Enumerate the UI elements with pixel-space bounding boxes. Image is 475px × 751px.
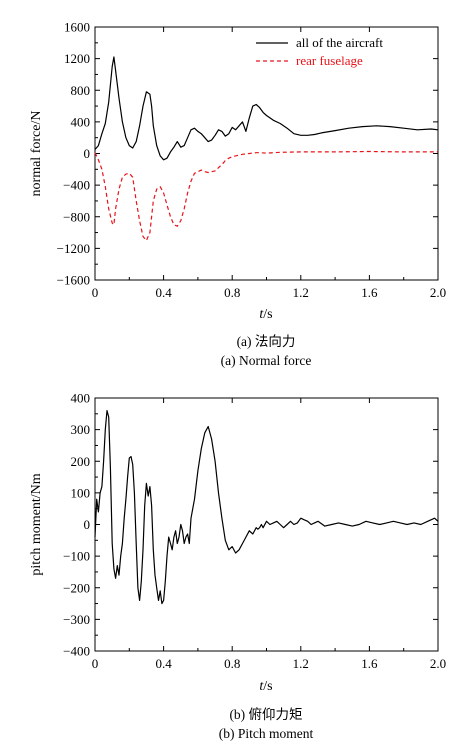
series-line-all-of-the-aircraft bbox=[94, 56, 439, 161]
y-tick-label: −400 bbox=[63, 644, 90, 659]
x-tick-label: 0.8 bbox=[224, 656, 240, 671]
normal-force-chart: 0 0.4 0.8 1.2 1.6 2.0 1600 1200 800 400 0 −400 −800 −… bbox=[29, 20, 446, 369]
y-tick-label: 800 bbox=[71, 83, 91, 98]
y-axis-label: normal force/N bbox=[29, 111, 44, 197]
pitch-moment-chart: 0 0.4 0.8 1.2 1.6 2.0 400 300 200 100 0 −100 −200 −30… bbox=[29, 391, 446, 742]
x-tick-label: 2.0 bbox=[430, 285, 446, 300]
y-tick-label: 200 bbox=[71, 454, 91, 469]
y-tick-label: −400 bbox=[63, 178, 90, 193]
plot-frame bbox=[94, 397, 439, 652]
y-tick-label: 0 bbox=[84, 146, 91, 161]
plot-frame bbox=[94, 26, 439, 281]
y-tick-label: −300 bbox=[63, 612, 90, 627]
legend-label-all-aircraft: all of the aircraft bbox=[296, 35, 383, 50]
x-axis-label-unit: /s bbox=[263, 307, 272, 322]
chart-marks: 0 0.4 0.8 1.2 1.6 2.0 1600 1200 800 400 0 −400 −800 −… bbox=[57, 20, 446, 301]
legend-label-rear-fuselage: rear fuselage bbox=[296, 53, 363, 68]
series-line-rear-fuselage bbox=[94, 150, 438, 242]
y-tick-label: −100 bbox=[63, 549, 90, 564]
x-axis-label-var: t bbox=[259, 307, 264, 322]
y-tick-label: −1200 bbox=[57, 241, 90, 256]
x-axis-label-unit: /s bbox=[263, 679, 272, 694]
y-axis-label: pitch moment/Nm bbox=[29, 473, 44, 575]
x-tick-label: 1.6 bbox=[361, 656, 378, 671]
caption-en-a: (a) Normal force bbox=[221, 353, 312, 368]
caption-cn-b: (b) 俯仰力矩 bbox=[229, 707, 302, 722]
x-axis-label: t/s bbox=[259, 679, 272, 694]
caption-en-b: (b) Pitch moment bbox=[219, 726, 314, 741]
x-tick-label: 1.6 bbox=[361, 285, 378, 300]
x-tick-label: 0 bbox=[92, 656, 99, 671]
x-tick-label: 1.2 bbox=[293, 285, 309, 300]
y-tick-label: −200 bbox=[63, 580, 90, 595]
series-line-0 bbox=[94, 410, 439, 605]
y-tick-label: 1600 bbox=[64, 20, 90, 35]
y-tick-label: 400 bbox=[71, 114, 91, 129]
legend: all of the aircraft rear fuselage bbox=[256, 35, 383, 68]
x-tick-label: 0.4 bbox=[155, 285, 172, 300]
x-tick-label: 2.0 bbox=[430, 656, 446, 671]
y-tick-label: 400 bbox=[71, 391, 91, 406]
x-tick-label: 1.2 bbox=[293, 656, 309, 671]
y-tick-label: 0 bbox=[84, 517, 91, 532]
y-tick-label: 300 bbox=[71, 422, 91, 437]
chart-marks: 0 0.4 0.8 1.2 1.6 2.0 400 300 200 100 0 −100 −200 −30… bbox=[63, 391, 446, 672]
y-tick-label: 1200 bbox=[64, 51, 90, 66]
x-tick-label: 0 bbox=[92, 285, 99, 300]
caption-cn-a: (a) 法向力 bbox=[237, 334, 296, 349]
x-tick-label: 0.4 bbox=[155, 656, 172, 671]
y-tick-label: −800 bbox=[63, 209, 90, 224]
y-tick-label: 100 bbox=[71, 485, 91, 500]
x-axis-label: t/s bbox=[259, 307, 272, 322]
x-axis-label-var: t bbox=[259, 679, 264, 694]
y-tick-label: −1600 bbox=[57, 273, 90, 288]
x-tick-label: 0.8 bbox=[224, 285, 240, 300]
